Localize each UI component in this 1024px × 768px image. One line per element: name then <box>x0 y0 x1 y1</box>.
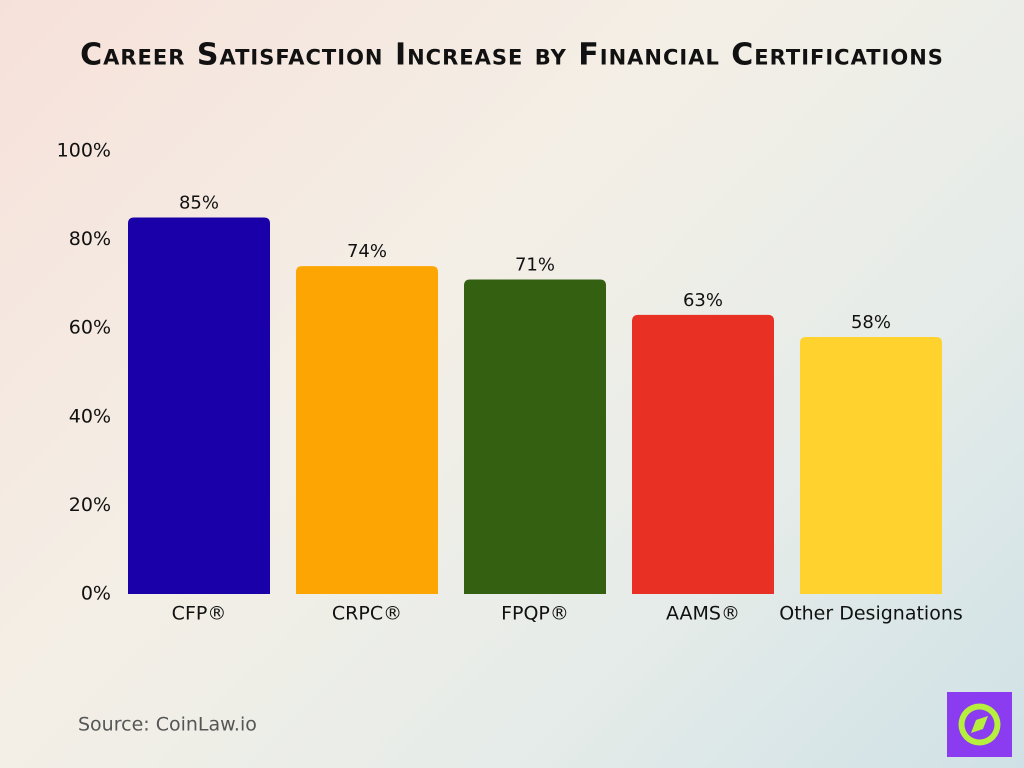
x-tick-label: AAMS® <box>666 603 740 625</box>
x-tick-label: Other Designations <box>779 603 963 625</box>
bar <box>464 279 606 594</box>
y-tick-label: 0% <box>81 583 111 605</box>
x-tick-label: CFP® <box>172 603 227 625</box>
logo <box>947 692 1012 757</box>
value-label: 71% <box>515 254 555 275</box>
value-label: 58% <box>851 312 891 333</box>
y-tick-label: 100% <box>57 140 111 162</box>
x-tick-label: FPQP® <box>501 603 569 625</box>
chart-title: Career Satisfaction Increase by Financia… <box>80 38 944 73</box>
y-tick-label: 40% <box>69 405 111 427</box>
value-label: 74% <box>347 241 387 262</box>
value-label: 85% <box>179 192 219 213</box>
value-label: 63% <box>683 290 723 311</box>
bar <box>632 314 774 594</box>
x-tick-label: CRPC® <box>332 603 402 625</box>
bar <box>296 266 438 594</box>
bar <box>128 217 270 594</box>
y-tick-label: 80% <box>69 228 111 250</box>
source-note: Source: CoinLaw.io <box>78 714 257 736</box>
bar <box>800 337 942 594</box>
y-tick-label: 20% <box>69 494 111 516</box>
y-tick-label: 60% <box>69 317 111 339</box>
